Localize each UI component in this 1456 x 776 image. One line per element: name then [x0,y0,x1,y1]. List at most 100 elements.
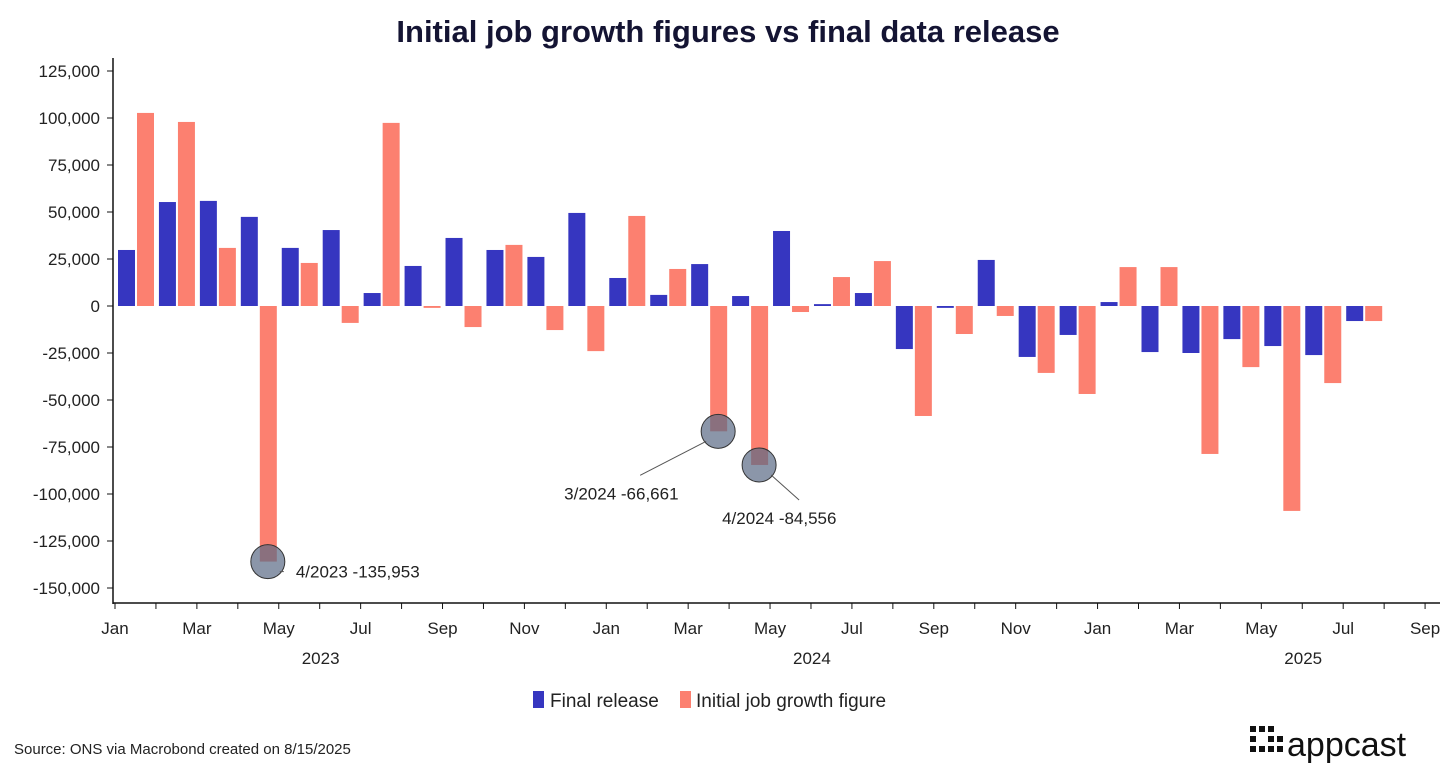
bar-initial [1160,267,1178,306]
year-label: 2023 [302,649,340,668]
bar-initial [546,306,564,331]
annotation-label: 4/2024 -84,556 [722,509,836,528]
annotation-leader [770,474,800,501]
y-tick-label: 25,000 [48,250,100,269]
y-tick-label: 100,000 [39,109,100,128]
bar-final [568,212,586,306]
legend: Final release Initial job growth figure [533,691,886,712]
bar-final [773,230,791,306]
bar-final [1346,306,1364,322]
bar-final [1223,306,1241,340]
annotation-label: 4/2023 -135,953 [296,563,420,582]
bar-initial [710,306,728,432]
bar-final [486,249,504,306]
bar-initial [300,262,318,306]
x-tick-label: May [754,619,787,638]
annotation-leader [639,440,707,476]
bar-initial [1119,267,1137,306]
year-label: 2024 [793,649,831,668]
source-note: Source: ONS via Macrobond created on 8/1… [14,741,351,758]
bar-initial [1324,306,1342,384]
bar-initial [423,306,441,308]
x-tick-label: May [263,619,296,638]
year-label: 2025 [1284,649,1322,668]
annotation-marker [250,544,286,580]
annotation-marker [700,413,736,449]
bar-final [527,256,545,306]
y-tick-label: -125,000 [33,532,100,551]
y-tick-label: -150,000 [33,579,100,598]
bar-initial [137,112,154,306]
bar-initial [1078,306,1096,394]
x-tick-label: Jul [1332,619,1354,638]
bar-initial [1242,306,1260,368]
x-tick-label: Jul [350,619,372,638]
bar-initial [1037,306,1055,373]
bar-initial [955,306,973,335]
bar-final [691,264,709,306]
bar-final [732,296,750,306]
legend-label-final: Final release [550,691,659,712]
bar-final [322,230,340,306]
y-tick-label: 0 [91,297,100,316]
legend-swatch-initial [680,691,691,708]
bar-initial [873,261,891,306]
bar-final [1182,306,1200,353]
x-tick-label: Mar [182,619,212,638]
bar-final [240,216,258,306]
bar-final [445,237,463,306]
x-tick-label: Nov [1001,619,1032,638]
bar-final [936,306,954,308]
appcast-logo: appcast [1250,726,1407,764]
y-tick-label: -50,000 [42,391,100,410]
x-tick-label: Sep [427,619,457,638]
bar-initial [1365,306,1383,322]
bar-initial [628,215,646,306]
bar-initial [341,306,359,323]
bar-final [1264,306,1282,347]
bar-final [158,202,176,306]
bar-initial [1283,306,1301,511]
bar-final [813,304,831,306]
bar-initial [1201,306,1219,454]
x-tick-label: Jan [593,619,620,638]
bar-final [650,294,668,306]
bar-initial [464,306,482,328]
bar-final [118,249,135,306]
legend-label-initial: Initial job growth figure [696,691,886,712]
annotation-marker [741,447,777,483]
bar-initial [218,247,236,306]
bar-initial [792,306,810,313]
bar-initial [751,306,769,465]
bar-initial [587,306,605,352]
bar-final [1059,306,1077,335]
logo-text: appcast [1287,726,1407,764]
chart-title: Initial job growth figures vs final data… [396,14,1059,49]
y-tick-label: -75,000 [42,438,100,457]
x-tick-label: Mar [674,619,704,638]
bar-initial [177,121,195,306]
bar-initial [669,268,687,306]
bar-final [1100,302,1118,306]
bar-initial [914,306,932,416]
bar-final [199,200,217,306]
bar-final [1141,306,1159,353]
x-tick-label: Jan [1084,619,1111,638]
bar-initial [259,306,277,562]
y-tick-label: 125,000 [39,62,100,81]
legend-swatch-final [533,691,544,708]
x-tick-label: Jan [101,619,128,638]
y-tick-label: -25,000 [42,344,100,363]
bar-final [404,265,422,306]
bar-initial [505,244,523,306]
bar-final [854,293,872,306]
x-tick-label: Mar [1165,619,1195,638]
x-tick-label: Sep [919,619,949,638]
bar-final [977,259,995,306]
bar-final [609,277,627,306]
x-tick-label: Jul [841,619,863,638]
bar-initial [832,277,850,306]
x-tick-label: May [1245,619,1278,638]
bar-final [1305,306,1323,356]
